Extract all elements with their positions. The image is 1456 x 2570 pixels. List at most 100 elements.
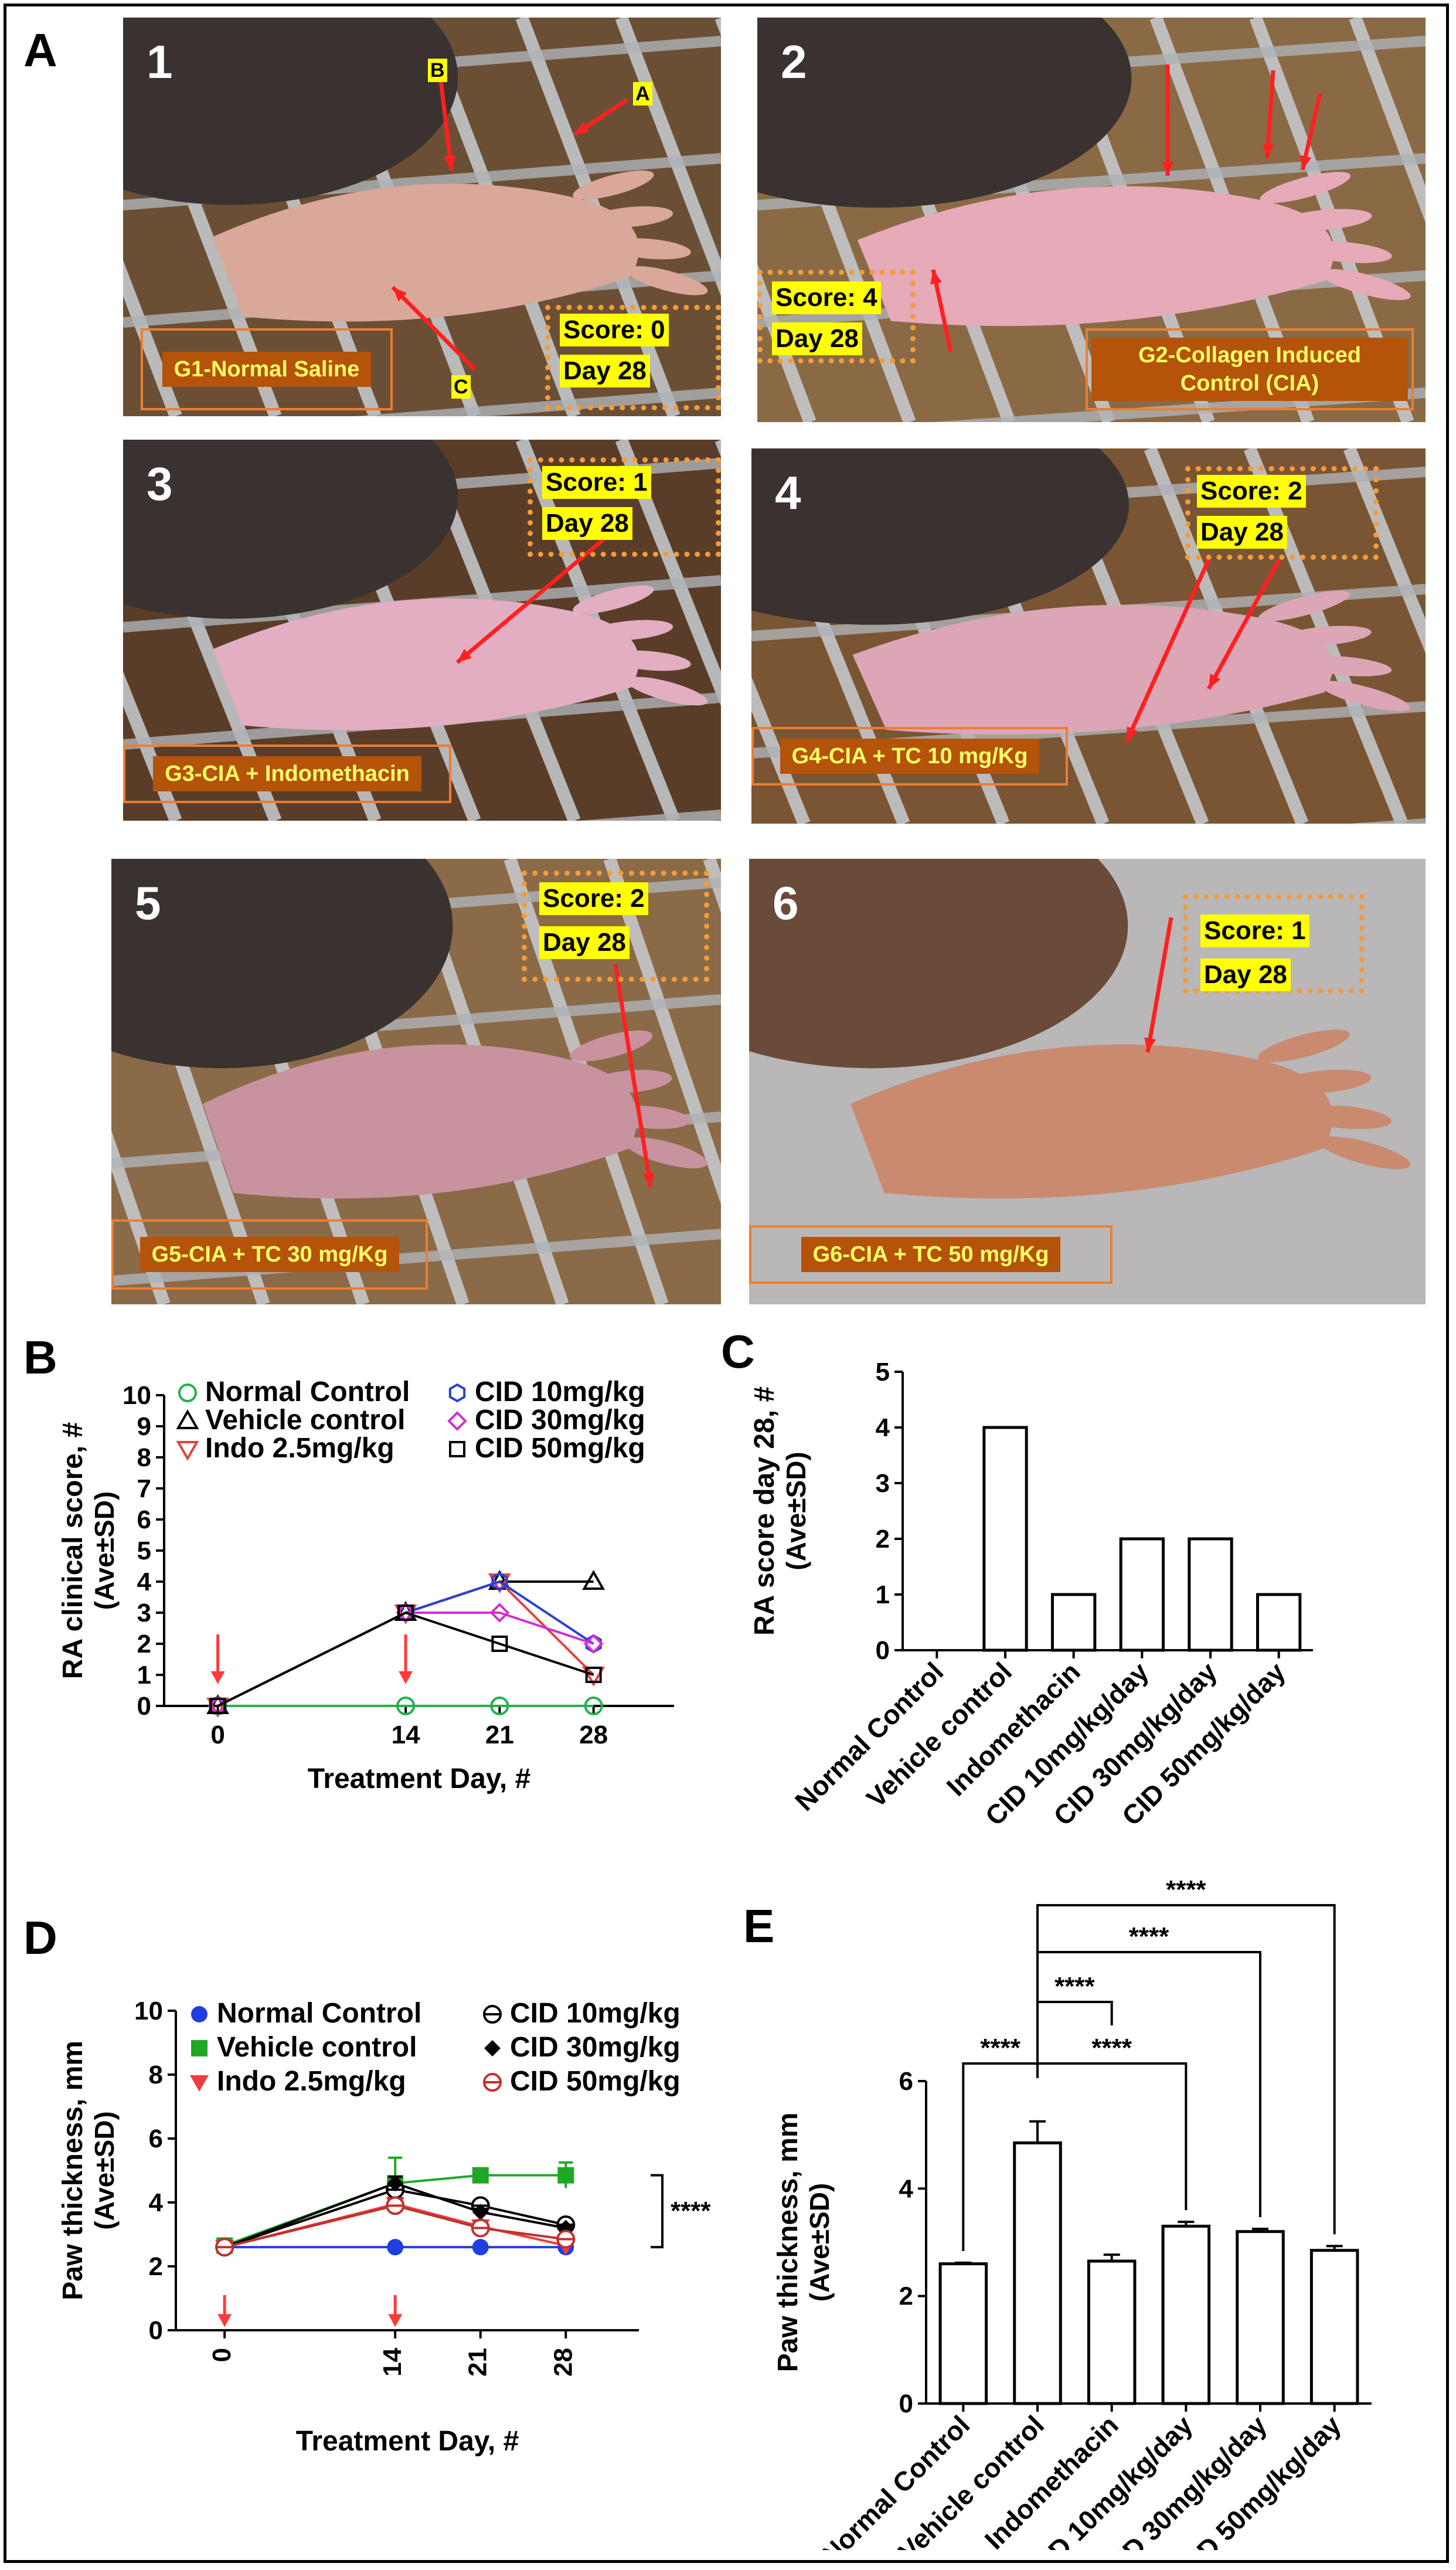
red-arrow — [1145, 917, 1173, 1053]
red-arrow — [437, 70, 454, 171]
legend-label: Normal Control — [205, 1376, 410, 1408]
series-cid-50mg-kg — [215, 2196, 576, 2257]
panel-label-b: B — [23, 1331, 57, 1383]
comparison-label: **** — [1091, 2034, 1132, 2062]
chart-c-ra-score-day28: 0 1 2 3 4 5 Normal Control Vehicle control Indom… — [715, 1348, 1383, 1923]
treatment-arrow-head — [210, 1671, 225, 1684]
legend-marker — [447, 1411, 467, 1431]
y-axis-label: Paw thickness, mm — [773, 2113, 804, 2372]
red-arrow-head — [1127, 726, 1138, 742]
cage-bar — [1349, 18, 1426, 223]
mouse-toe — [1297, 655, 1392, 677]
score-label: Score: 1 — [1200, 915, 1309, 947]
legend-marker — [191, 2040, 207, 2056]
y-tick-label: 5 — [137, 1536, 151, 1565]
red-arrow-head — [642, 1172, 655, 1187]
cage-bar — [123, 260, 182, 416]
red-arrow-head — [1144, 1037, 1156, 1052]
mouse-toe — [589, 620, 673, 641]
data-point — [387, 2239, 404, 2256]
paw-photo-scene — [757, 18, 1426, 422]
legend-marker — [483, 2073, 502, 2092]
paw-photo-2: 2 Score: 4 Day 28 G2-Collagen Induced Contr… — [757, 18, 1426, 422]
bar — [1087, 2259, 1137, 2405]
y-tick-label: 10 — [123, 1381, 151, 1410]
y-axis-label-sub: (Ave±SD) — [89, 1491, 120, 1610]
comparison-bracket — [1036, 2001, 1113, 2025]
cage-bar — [111, 1229, 721, 1286]
red-arrow-head — [393, 287, 407, 302]
y-tick-label: 2 — [149, 2252, 163, 2281]
paw-photo-1: 1 Score: 0 Day 28 G1-Normal Saline A B C — [123, 18, 721, 416]
y-tick-label: 0 — [876, 1636, 890, 1665]
legend-label: CID 10mg/kg — [475, 1376, 645, 1408]
y-tick-label: 4 — [876, 1413, 890, 1442]
data-point — [472, 2204, 489, 2221]
group-label: G6-CIA + TC 50 mg/Kg — [749, 1225, 1113, 1284]
comparison-label: **** — [1054, 1972, 1095, 2001]
mouse-body — [123, 18, 458, 205]
cage-bar — [751, 677, 811, 824]
y-tick-label: 0 — [149, 2316, 163, 2345]
legend-label: Vehicle control — [217, 2032, 417, 2063]
y-axis-label-sub: (Ave±SD) — [804, 2183, 835, 2302]
legend-marker — [484, 2040, 501, 2056]
data-point — [472, 2167, 489, 2184]
data-point — [472, 2239, 489, 2256]
comparison-bracket — [1036, 2062, 1188, 2211]
mouse-paw — [213, 598, 639, 730]
mouse-toe — [1319, 681, 1411, 712]
legend-label: CID 50mg/kg — [510, 2066, 681, 2097]
paw-photo-5: 5 Score: 2 Day 28 G5-CIA + TC 30 mg/Kg — [111, 859, 721, 1304]
red-arrow-head — [1299, 155, 1312, 170]
mouse-toe — [1298, 241, 1392, 263]
group-label: G1-Normal Saline — [141, 328, 393, 410]
score-label: Score: 4 — [772, 281, 881, 314]
mouse-paw — [858, 186, 1334, 327]
red-arrow-head — [1161, 162, 1174, 176]
bar — [1161, 2225, 1211, 2405]
data-point — [397, 1604, 414, 1621]
mouse-toe — [607, 650, 691, 671]
mouse-toe — [589, 206, 673, 228]
photo-number: 4 — [775, 467, 801, 519]
photo-number: 6 — [773, 877, 799, 929]
bar — [1013, 2141, 1062, 2405]
legend-label: Normal Control — [217, 1998, 421, 2029]
x-tick-label: 0 — [207, 2348, 236, 2362]
day-label: Day 28 — [539, 926, 630, 959]
comparison-label: **** — [980, 2034, 1020, 2062]
paw-photo-3: 3 Score: 1 Day 28 G3-CIA + Indomethacin — [123, 440, 721, 821]
y-tick-label: 1 — [137, 1661, 151, 1689]
mouse-body — [749, 859, 1128, 1069]
significance-bracket — [651, 2174, 664, 2249]
series-line — [217, 1611, 594, 1707]
score-label: Score: 2 — [539, 882, 648, 915]
bar — [1236, 2230, 1285, 2405]
legend-label: Indo 2.5mg/kg — [205, 1433, 394, 1464]
photo-number: 5 — [135, 877, 161, 929]
score-box — [528, 457, 721, 557]
mouse-toe — [624, 1137, 707, 1168]
y-tick-label: 4 — [137, 1568, 152, 1596]
group-label-text: G1-Normal Saline — [162, 352, 372, 387]
data-point — [386, 2196, 405, 2215]
mouse-toe — [1258, 590, 1350, 621]
paw-photo-scene — [749, 859, 1411, 1199]
mouse-toe — [1297, 1105, 1392, 1129]
treatment-arrow-head — [388, 2314, 403, 2327]
y-tick-label: 5 — [876, 1358, 890, 1386]
x-tick-label: 0 — [210, 1721, 224, 1749]
x-tick-label: 21 — [485, 1721, 514, 1749]
series-cid-50mg-kg — [209, 1604, 602, 1714]
legend-marker — [449, 1441, 465, 1457]
y-axis-label: RA clinical score, # — [57, 1422, 89, 1679]
mouse-toe — [607, 238, 691, 260]
data-point — [491, 1572, 508, 1592]
y-tick-label: 10 — [134, 1997, 163, 2025]
mouse-body — [757, 18, 1132, 208]
group-label: G2-Collagen Induced Control (CIA) — [1086, 328, 1414, 410]
